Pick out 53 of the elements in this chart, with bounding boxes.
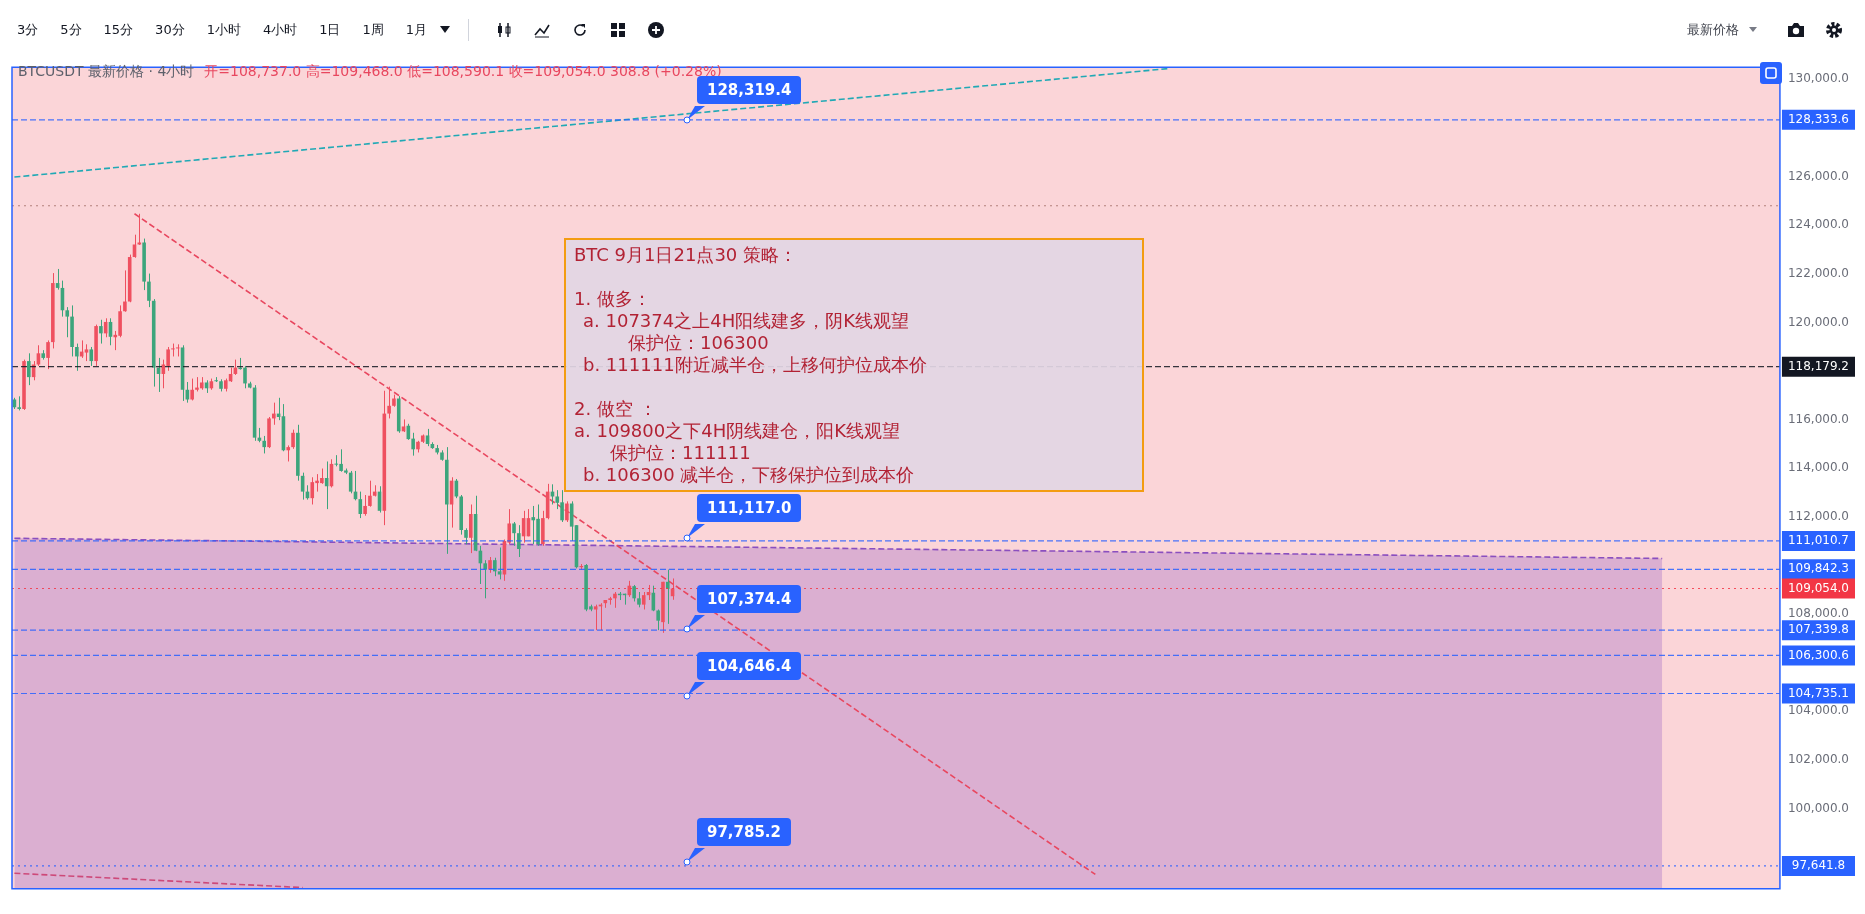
annotation: 111,117.0 (696, 494, 802, 523)
text: 最新价格 (1687, 21, 1739, 39)
y-tick-label: 112,000.0 (1787, 509, 1850, 524)
y-tick-label: 102,000.0 (1787, 752, 1850, 767)
y-tick-label: 122,000.0 (1787, 265, 1850, 280)
y-tick-label: 114,000.0 (1787, 460, 1850, 475)
annotation: BTC 9月1日21点30 策略： (574, 244, 798, 266)
candlestick (637, 591, 641, 608)
ref-line-label: 106,300.6 (1787, 647, 1849, 662)
text: 1周 (361, 21, 385, 39)
ref-line-label: 109,054.0 (1787, 580, 1849, 595)
ref-line-label: 104,735.1 (1787, 685, 1849, 700)
candlestick (17, 395, 22, 411)
text: 5分 (59, 21, 83, 39)
y-tick-label: 116,000.0 (1787, 411, 1850, 426)
annotation: 104,646.4 (696, 651, 802, 680)
y-tick-label: 130,000.0 (1787, 71, 1850, 86)
ref-line-label: 111,010.7 (1787, 533, 1849, 548)
candlestick (608, 596, 612, 606)
annotation: 保护位：111111 (609, 442, 752, 464)
y-tick-label: 126,000.0 (1787, 168, 1850, 183)
ref-line-label: 118,179.2 (1787, 358, 1849, 373)
y-tick-label: 100,000.0 (1787, 800, 1850, 815)
ref-line-label: 128,333.6 (1787, 111, 1849, 126)
y-tick-label: 120,000.0 (1787, 314, 1850, 329)
annotation: 1. 做多： (574, 288, 652, 310)
ref-line-label: 97,641.8 (1791, 858, 1846, 873)
text: 3分 (16, 21, 40, 39)
ref-line-label: 109,842.3 (1787, 561, 1849, 576)
chart-title: BTCUSDT 最新价格 · 4小时 (18, 63, 195, 79)
candlestick (65, 306, 70, 338)
text: 1月 (404, 21, 429, 39)
y-tick-label: 104,000.0 (1787, 703, 1850, 718)
text: 1小时 (205, 21, 242, 39)
chart-subtitle: 开=108,737.0 高=109,468.0 低=108,590.1 收=109,054.0 308.8 (+0.28%) (204, 63, 722, 79)
annotation: 保护位：106300 (627, 332, 770, 354)
annotation: 128,319.4 (706, 81, 792, 100)
annotation: a. 107374之上4H阳线建多，阴K线观望 (582, 310, 910, 332)
annotation: a. 109800之下4H阴线建仓，阳K线观望 (574, 420, 901, 442)
annotation: b. 106300 减半仓，下移保护位到成本价 (582, 464, 916, 486)
text: 4小时 (261, 21, 299, 39)
text: 30分 (154, 21, 186, 39)
annotation: 97,785.2 (696, 818, 791, 847)
annotation: b. 111111附近减半仓，上移何护位成本价 (582, 354, 928, 376)
candlestick (420, 433, 425, 444)
ref-line-label: 107,339.8 (1787, 622, 1849, 637)
annotation: 2. 做空 ： (574, 398, 658, 420)
annotation: 107,374.4 (696, 585, 802, 614)
y-tick-label: 124,000.0 (1787, 217, 1850, 232)
text: 15分 (102, 21, 135, 39)
y-tick-label: 108,000.0 (1787, 606, 1850, 621)
candlestick (440, 449, 444, 462)
text: 1日 (318, 21, 342, 39)
